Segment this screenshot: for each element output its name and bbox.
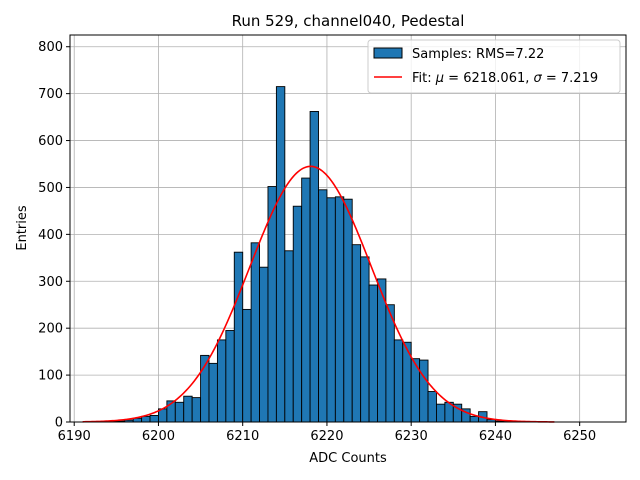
histogram-bar [318, 189, 328, 423]
histogram-bar [191, 397, 202, 423]
histogram-bar [436, 403, 446, 423]
chart-title: Run 529, channel040, Pedestal [232, 12, 465, 30]
plot-frame [69, 34, 627, 423]
legend-samples-label: Samples: RMS=7.22 [412, 47, 544, 62]
y-tick-label: 500 [38, 181, 63, 196]
y-axis-label: Entries [15, 205, 30, 251]
histogram-bar [343, 198, 353, 423]
y-tick-label: 100 [38, 369, 63, 384]
histogram-bar [259, 266, 269, 423]
legend-fit-mu-symbol: μ [435, 71, 444, 86]
histogram-bar [225, 330, 235, 423]
legend-fit-label: Fit: μ = 6218.061, σ = 7.219 [412, 71, 598, 86]
x-tick-label: 6240 [479, 429, 512, 444]
x-tick-label: 6200 [142, 429, 175, 444]
histogram-bar [242, 308, 252, 423]
legend-fit-sigma-symbol: σ [534, 71, 543, 86]
histogram-bar [309, 111, 319, 423]
histogram-bar [334, 196, 345, 423]
y-tick-label: 800 [38, 40, 63, 55]
histogram-bar [292, 205, 303, 423]
histogram-bar [301, 177, 311, 423]
x-axis-ticks: 6190 6200 6210 6220 6230 6240 6250 [58, 422, 596, 444]
gaussian-fit-line [82, 165, 555, 423]
histogram-bar [326, 197, 336, 423]
histogram-bar [469, 415, 480, 423]
histogram-bar [419, 359, 429, 423]
x-tick-label: 6190 [58, 429, 91, 444]
histogram-bars [99, 86, 513, 423]
histogram-bar [368, 284, 378, 423]
legend-fit-prefix: Fit: [412, 71, 436, 86]
histogram-bar [385, 304, 395, 423]
histogram-bar [360, 256, 370, 423]
histogram-bar [427, 391, 437, 423]
histogram-bar [233, 251, 244, 423]
histogram-bar [267, 186, 277, 423]
y-tick-label: 300 [38, 275, 63, 290]
x-tick-label: 6210 [226, 429, 259, 444]
legend-fit-sigma-value: = 7.219 [542, 71, 598, 86]
histogram-bar [393, 339, 404, 423]
histogram-bar [284, 250, 294, 423]
y-tick-label: 200 [38, 322, 63, 337]
y-tick-label: 400 [38, 228, 63, 243]
histogram-bar [275, 86, 286, 423]
x-tick-label: 6250 [563, 429, 596, 444]
legend: Samples: RMS=7.22 Fit: μ = 6218.061, σ =… [367, 39, 621, 94]
histogram-bar [149, 414, 159, 423]
y-tick-label: 600 [38, 134, 63, 149]
histogram-bar [351, 244, 362, 423]
histogram-bar [208, 362, 218, 423]
histogram-bar [183, 395, 193, 423]
legend-fit-mu-value: = 6218.061, [444, 71, 533, 86]
legend-box [367, 39, 621, 94]
x-tick-label: 6220 [310, 429, 343, 444]
histogram-bar [141, 415, 151, 423]
legend-samples-swatch [373, 47, 403, 59]
y-axis-ticks: 0 100 200 300 400 500 600 700 800 [38, 40, 70, 431]
histogram-bar [216, 339, 227, 423]
x-tick-label: 6230 [395, 429, 428, 444]
y-tick-label: 0 [55, 416, 63, 431]
histogram-bar [174, 401, 185, 423]
y-tick-label: 700 [38, 87, 63, 102]
histogram-bar [250, 242, 260, 423]
x-axis-label: ADC Counts [309, 451, 387, 466]
